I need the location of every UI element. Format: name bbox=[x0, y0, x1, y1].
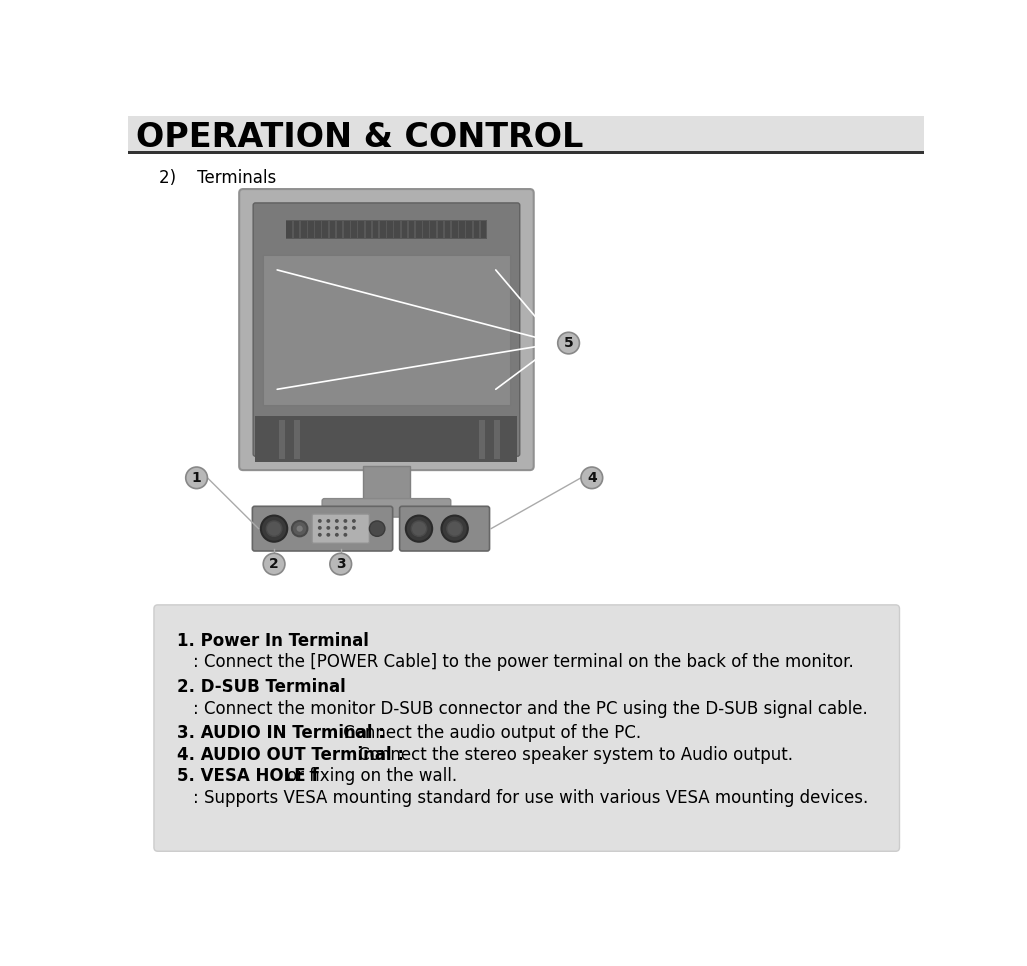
Text: Connect the stereo speaker system to Audio output.: Connect the stereo speaker system to Aud… bbox=[353, 746, 793, 764]
Circle shape bbox=[335, 533, 339, 537]
Text: 3: 3 bbox=[336, 557, 345, 571]
Text: : Connect the monitor D-SUB connector and the PC using the D-SUB signal cable.: : Connect the monitor D-SUB connector an… bbox=[193, 699, 868, 718]
Bar bbox=[364, 467, 410, 501]
Text: : Supports VESA mounting standard for use with various VESA mounting devices.: : Supports VESA mounting standard for us… bbox=[193, 789, 868, 807]
Circle shape bbox=[343, 526, 347, 529]
Bar bbox=[394, 221, 401, 238]
Circle shape bbox=[318, 526, 321, 529]
Circle shape bbox=[343, 519, 347, 523]
Bar bbox=[128, 152, 924, 154]
Circle shape bbox=[335, 519, 339, 523]
Circle shape bbox=[318, 519, 321, 523]
Circle shape bbox=[581, 467, 603, 489]
Bar bbox=[459, 221, 465, 238]
Text: 4. AUDIO OUT Terminal :: 4. AUDIO OUT Terminal : bbox=[178, 746, 405, 764]
FancyBboxPatch shape bbox=[253, 506, 392, 551]
FancyBboxPatch shape bbox=[253, 203, 520, 456]
Text: 5. VESA HOLE f: 5. VESA HOLE f bbox=[178, 767, 318, 785]
Circle shape bbox=[186, 467, 207, 489]
Bar bbox=[452, 221, 458, 238]
Circle shape bbox=[292, 521, 307, 536]
Bar bbox=[387, 221, 393, 238]
Circle shape bbox=[327, 533, 331, 537]
FancyBboxPatch shape bbox=[239, 189, 534, 470]
Bar bbox=[330, 221, 335, 238]
Bar bbox=[380, 221, 386, 238]
Bar bbox=[256, 416, 518, 463]
Bar bbox=[423, 221, 429, 238]
Text: 3. AUDIO IN Terminal :: 3. AUDIO IN Terminal : bbox=[178, 724, 385, 742]
Circle shape bbox=[327, 526, 331, 529]
Bar bbox=[278, 420, 284, 459]
Bar bbox=[337, 221, 342, 238]
Circle shape bbox=[352, 519, 355, 523]
Bar bbox=[322, 221, 328, 238]
Bar bbox=[438, 221, 444, 238]
Text: Connect the audio output of the PC.: Connect the audio output of the PC. bbox=[338, 724, 642, 742]
Circle shape bbox=[411, 521, 427, 536]
Bar bbox=[473, 221, 480, 238]
Circle shape bbox=[335, 526, 339, 529]
Text: 4: 4 bbox=[587, 470, 597, 485]
Text: 2)    Terminals: 2) Terminals bbox=[159, 168, 276, 186]
Circle shape bbox=[327, 519, 331, 523]
FancyBboxPatch shape bbox=[400, 506, 490, 551]
Text: or fixing on the wall.: or fixing on the wall. bbox=[287, 767, 457, 785]
Circle shape bbox=[330, 554, 351, 575]
Bar bbox=[409, 221, 415, 238]
Text: : Connect the [POWER Cable] to the power terminal on the back of the monitor.: : Connect the [POWER Cable] to the power… bbox=[193, 653, 853, 671]
Text: OPERATION & CONTROL: OPERATION & CONTROL bbox=[137, 121, 583, 154]
Bar bbox=[286, 220, 487, 240]
Bar bbox=[494, 420, 500, 459]
Circle shape bbox=[558, 332, 579, 354]
Text: 1. Power In Terminal: 1. Power In Terminal bbox=[178, 632, 369, 650]
Circle shape bbox=[370, 521, 385, 536]
Bar bbox=[301, 221, 306, 238]
Bar bbox=[287, 221, 292, 238]
Bar bbox=[466, 221, 472, 238]
Bar bbox=[445, 221, 451, 238]
Bar bbox=[416, 221, 422, 238]
Circle shape bbox=[261, 516, 288, 542]
Text: 2. D-SUB Terminal: 2. D-SUB Terminal bbox=[178, 678, 346, 696]
Bar bbox=[430, 221, 436, 238]
Circle shape bbox=[447, 521, 462, 536]
Bar bbox=[402, 221, 408, 238]
Bar bbox=[294, 221, 299, 238]
Circle shape bbox=[266, 521, 281, 536]
Circle shape bbox=[297, 526, 303, 531]
Circle shape bbox=[343, 533, 347, 537]
Bar bbox=[479, 420, 485, 459]
Bar bbox=[344, 221, 349, 238]
Circle shape bbox=[442, 516, 468, 542]
Bar bbox=[263, 254, 509, 405]
Bar bbox=[366, 221, 372, 238]
Bar bbox=[481, 221, 487, 238]
Circle shape bbox=[318, 533, 321, 537]
FancyBboxPatch shape bbox=[312, 514, 370, 543]
Bar bbox=[358, 221, 365, 238]
Bar bbox=[294, 420, 301, 459]
Bar bbox=[373, 221, 379, 238]
Circle shape bbox=[406, 516, 432, 542]
Bar bbox=[351, 221, 357, 238]
Bar bbox=[128, 116, 924, 152]
Text: 2: 2 bbox=[269, 557, 279, 571]
Circle shape bbox=[263, 554, 284, 575]
Text: 1: 1 bbox=[192, 470, 201, 485]
Circle shape bbox=[352, 526, 355, 529]
FancyBboxPatch shape bbox=[154, 605, 900, 851]
Bar bbox=[308, 221, 313, 238]
FancyBboxPatch shape bbox=[322, 498, 451, 517]
Bar bbox=[315, 221, 320, 238]
Text: 5: 5 bbox=[564, 336, 573, 350]
